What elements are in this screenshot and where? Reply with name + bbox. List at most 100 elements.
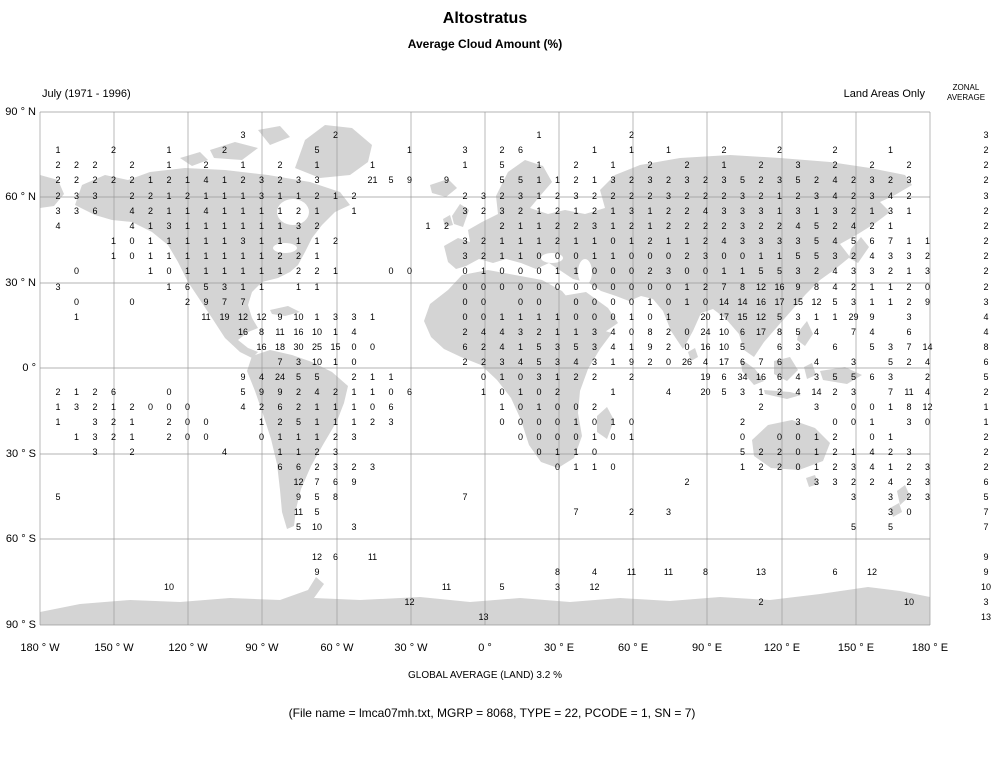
grid-value: 1 <box>203 251 209 261</box>
grid-value: 2 <box>776 387 783 397</box>
grid-value: 6 <box>277 462 283 472</box>
grid-value: 5 <box>55 492 61 502</box>
grid-value: 3 <box>739 206 746 216</box>
grid-value: 1 <box>184 175 191 185</box>
grid-value: 2 <box>924 251 931 261</box>
grid-value: 2 <box>147 191 154 201</box>
grid-value: 1 <box>591 236 598 246</box>
grid-value: 1 <box>684 236 690 246</box>
grid-value: 2 <box>758 462 764 472</box>
grid-value: 2 <box>480 206 487 216</box>
grid-value: 11 <box>275 327 285 337</box>
grid-value: 3 <box>665 266 672 276</box>
grid-value: 14 <box>922 342 933 352</box>
grid-value: 5 <box>536 342 542 352</box>
grid-value: 0 <box>258 432 265 442</box>
grid-value: 0 <box>906 507 912 517</box>
grid-value: 14 <box>718 297 730 307</box>
grid-value: 12 <box>755 282 767 292</box>
grid-value: 3 <box>388 417 394 427</box>
grid-value: 6 <box>869 372 875 382</box>
grid-value: 1 <box>887 462 894 472</box>
grid-value: 0 <box>924 282 931 292</box>
grid-value: 6 <box>332 477 339 487</box>
grid-value: 3 <box>850 297 857 307</box>
grid-value: 2 <box>906 297 912 307</box>
grid-value: 1 <box>536 312 542 322</box>
grid-value: 2 <box>628 507 635 517</box>
zonal-average-value: 13 <box>980 612 992 622</box>
grid-value: 2 <box>591 191 598 201</box>
grid-value: 4 <box>924 387 931 397</box>
grid-value: 5 <box>795 251 801 261</box>
grid-value: 2 <box>628 130 635 140</box>
grid-value: 1 <box>369 387 376 397</box>
grid-value: 5 <box>295 372 302 382</box>
grid-value: 2 <box>850 282 857 292</box>
grid-value: 6 <box>462 342 468 352</box>
grid-value: 16 <box>755 372 767 382</box>
grid-value: 4 <box>591 567 598 577</box>
land-java <box>764 390 801 399</box>
grid-value: 0 <box>610 266 616 276</box>
grid-value: 1 <box>554 447 561 457</box>
grid-value: 2 <box>573 372 579 382</box>
grid-value: 5 <box>832 297 838 307</box>
grid-value: 0 <box>536 432 542 442</box>
grid-value: 1 <box>776 206 783 216</box>
grid-value: 3 <box>462 145 468 155</box>
grid-value: 24 <box>274 372 286 382</box>
grid-value: 1 <box>277 191 283 201</box>
grid-value: 0 <box>795 447 801 457</box>
grid-value: 2 <box>92 175 98 185</box>
grid-value: 4 <box>203 175 209 185</box>
grid-value: 9 <box>795 282 801 292</box>
grid-value: 12 <box>866 567 878 577</box>
land-africa <box>424 270 612 468</box>
grid-value: 1 <box>73 312 80 322</box>
grid-value: 6 <box>110 387 117 397</box>
grid-value: 8 <box>258 327 265 337</box>
grid-value: 3 <box>887 372 894 382</box>
zonal-average-value: 4 <box>983 312 989 322</box>
grid-value: 2 <box>832 387 838 397</box>
grid-value: 3 <box>813 191 820 201</box>
grid-value: 0 <box>832 417 838 427</box>
zonal-average-value: 6 <box>983 477 989 487</box>
grid-value: 3 <box>832 206 838 216</box>
grid-value: 3 <box>295 175 302 185</box>
grid-value: 3 <box>462 236 468 246</box>
grid-value: 0 <box>684 342 690 352</box>
grid-value: 0 <box>517 297 524 307</box>
grid-value: 9 <box>443 175 450 185</box>
grid-value: 0 <box>480 312 487 322</box>
x-tick-label: 30 ° W <box>394 642 428 654</box>
grid-value: 3 <box>795 236 801 246</box>
grid-value: 0 <box>721 251 727 261</box>
black-sea <box>541 253 563 263</box>
grid-value: 1 <box>295 282 302 292</box>
grid-value: 7 <box>240 297 246 307</box>
grid-value: 2 <box>369 417 376 427</box>
zonal-average-value: 3 <box>983 130 989 140</box>
grid-value: 0 <box>702 266 709 276</box>
grid-value: 5 <box>813 251 820 261</box>
grid-value: 2 <box>776 462 783 472</box>
grid-value: 1 <box>221 191 228 201</box>
grid-value: 1 <box>536 191 542 201</box>
grid-value: 2 <box>665 221 672 231</box>
zonal-average-value: 2 <box>983 266 989 276</box>
grid-value: 2 <box>554 387 561 397</box>
grid-value: 1 <box>73 432 80 442</box>
grid-value: 1 <box>776 191 783 201</box>
grid-value: 1 <box>147 175 154 185</box>
grid-value: 5 <box>850 372 857 382</box>
grid-value: 2 <box>110 432 117 442</box>
x-tick-label: 90 ° W <box>245 642 279 654</box>
grid-value: 1 <box>628 432 635 442</box>
grid-value: 1 <box>573 447 579 457</box>
grid-value: 1 <box>147 236 154 246</box>
x-tick-label: 60 ° E <box>617 642 649 654</box>
grid-value: 20 <box>700 387 711 397</box>
grid-value: 2 <box>832 145 838 155</box>
